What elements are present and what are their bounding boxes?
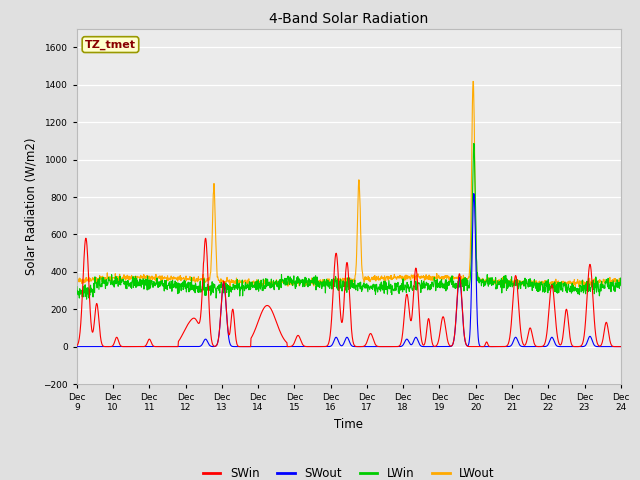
Title: 4-Band Solar Radiation: 4-Band Solar Radiation bbox=[269, 12, 428, 26]
Legend: SWin, SWout, LWin, LWout: SWin, SWout, LWin, LWout bbox=[198, 462, 500, 480]
Y-axis label: Solar Radiation (W/m2): Solar Radiation (W/m2) bbox=[24, 138, 38, 275]
Text: TZ_tmet: TZ_tmet bbox=[85, 39, 136, 50]
X-axis label: Time: Time bbox=[334, 418, 364, 431]
